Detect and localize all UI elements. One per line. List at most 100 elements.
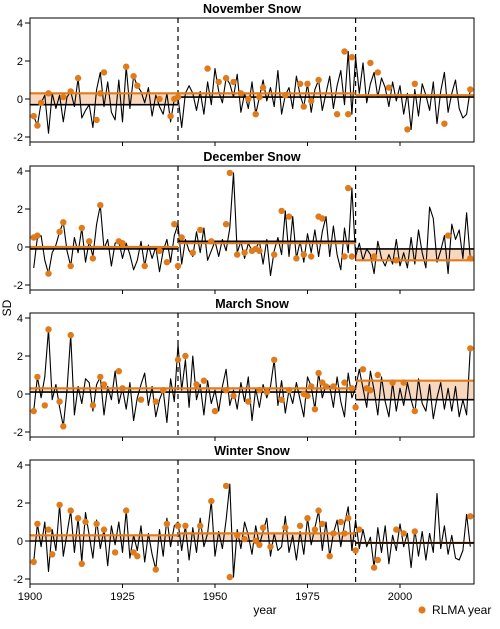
november-rlma-point-32 <box>333 111 341 118</box>
march-rlma-point-12 <box>137 396 145 403</box>
march-rlma-point-9 <box>100 381 108 388</box>
winter-rlma-point-5 <box>67 507 74 514</box>
november-rlma-point-9 <box>100 69 108 76</box>
legend-label: RLMA year <box>432 603 491 617</box>
november-rlma-point-0 <box>30 112 37 120</box>
december-rlma-point-8 <box>89 255 97 262</box>
november-rlma-point-22 <box>245 95 252 103</box>
december-rlma-point-19 <box>197 226 204 234</box>
march-rlma-point-16 <box>182 352 189 360</box>
november-rlma-point-2 <box>37 99 45 107</box>
november-rlma-point-10 <box>123 63 130 70</box>
december-rlma-point-9 <box>97 202 104 209</box>
december-rlma-point-18 <box>189 249 196 256</box>
november-rlma-point-1 <box>34 122 41 129</box>
winter-rlma-point-40 <box>352 547 359 554</box>
x-axis-title: year <box>253 603 276 617</box>
legend-marker <box>418 606 426 614</box>
winter-y-tick-label-0: -2 <box>13 574 23 586</box>
november-rlma-point-41 <box>441 120 448 127</box>
november-rlma-point-26 <box>282 92 289 99</box>
winter-rlma-point-41 <box>356 526 363 533</box>
march-rlma-point-26 <box>278 396 285 403</box>
march-rlma-point-30 <box>308 383 315 390</box>
march-rlma-point-24 <box>263 388 270 396</box>
december-rlma-point-21 <box>222 221 230 228</box>
november-panel: November Snow -2 0 2 4 <box>13 2 475 146</box>
december-rlma-point-32 <box>300 251 307 258</box>
winter-rlma-point-7 <box>78 560 86 567</box>
december-rlma-point-28 <box>271 251 278 258</box>
november-rlma-point-19 <box>222 74 230 82</box>
march-rlma-point-11 <box>119 385 126 392</box>
december-rlma-point-42 <box>467 255 474 262</box>
march-y-tick-label-1: 0 <box>17 389 23 401</box>
november-band-0 <box>30 93 178 105</box>
winter-rlma-point-0 <box>30 558 37 566</box>
march-panel-title: March Snow <box>215 297 289 311</box>
march-rlma-point-46 <box>467 345 474 352</box>
november-y-tick-label-3: 4 <box>17 18 23 30</box>
march-rlma-point-35 <box>330 383 337 390</box>
december-rlma-point-39 <box>370 253 378 260</box>
november-rlma-point-3 <box>45 90 52 97</box>
winter-rlma-point-27 <box>259 524 267 531</box>
march-y-tick-label-3: 4 <box>17 313 23 325</box>
march-y-tick-label-0: -2 <box>13 427 23 439</box>
march-rlma-point-5 <box>60 423 67 430</box>
winter-rlma-point-1 <box>34 520 41 528</box>
november-rlma-point-18 <box>215 78 222 86</box>
winter-y-tick-label-1: 0 <box>17 536 23 548</box>
winter-y-tick-label-2: 2 <box>17 498 23 510</box>
winter-rlma-point-17 <box>174 522 182 529</box>
winter-panel-title: Winter Snow <box>214 444 290 458</box>
march-rlma-point-45 <box>411 407 418 415</box>
x-tick-label-0: 1900 <box>18 591 42 603</box>
march-rlma-point-32 <box>315 369 322 377</box>
march-rlma-point-29 <box>304 392 311 400</box>
december-y-tick-label-0: -2 <box>13 280 23 292</box>
november-rlma-point-11 <box>130 73 137 80</box>
december-rlma-point-37 <box>345 184 352 192</box>
winter-rlma-point-8 <box>82 518 89 526</box>
winter-rlma-point-24 <box>241 535 248 543</box>
winter-rlma-point-43 <box>374 556 381 564</box>
march-rlma-point-4 <box>56 398 63 405</box>
x-tick-label-1: 1925 <box>110 591 134 603</box>
march-rlma-point-22 <box>245 398 252 405</box>
march-band-0 <box>30 388 178 393</box>
december-rlma-point-38 <box>348 253 356 260</box>
november-rlma-point-5 <box>67 88 74 95</box>
march-band-2 <box>355 380 474 400</box>
december-rlma-point-3 <box>56 228 63 235</box>
december-rlma-point-11 <box>119 240 126 247</box>
march-rlma-point-17 <box>193 381 200 388</box>
winter-rlma-point-23 <box>234 532 241 539</box>
march-y-tick-label-2: 2 <box>17 351 23 363</box>
november-panel-title: November Snow <box>203 2 301 16</box>
x-tick-label-3: 1975 <box>295 591 319 603</box>
december-y-tick-label-3: 4 <box>17 166 23 178</box>
winter-rlma-point-29 <box>282 524 289 531</box>
march-rlma-point-38 <box>352 404 359 411</box>
november-rlma-point-6 <box>74 74 82 82</box>
december-rlma-point-12 <box>141 262 148 270</box>
december-rlma-point-41 <box>444 232 452 239</box>
december-rlma-point-2 <box>45 270 52 277</box>
november-rlma-point-20 <box>230 78 237 86</box>
winter-rlma-point-2 <box>45 526 52 533</box>
march-rlma-point-0 <box>30 407 37 415</box>
winter-rlma-point-39 <box>345 515 352 522</box>
december-rlma-point-23 <box>234 251 241 258</box>
december-rlma-point-7 <box>86 238 93 245</box>
december-y-tick-label-1: 0 <box>17 242 23 254</box>
winter-rlma-point-18 <box>182 522 189 529</box>
winter-rlma-point-30 <box>296 522 304 529</box>
november-rlma-point-4 <box>60 93 67 101</box>
november-rlma-point-29 <box>304 80 311 88</box>
march-rlma-point-36 <box>341 379 348 386</box>
december-rlma-point-17 <box>178 234 185 241</box>
march-rlma-point-8 <box>97 373 104 381</box>
december-plot-frame <box>29 165 475 291</box>
december-rlma-point-14 <box>163 259 171 266</box>
